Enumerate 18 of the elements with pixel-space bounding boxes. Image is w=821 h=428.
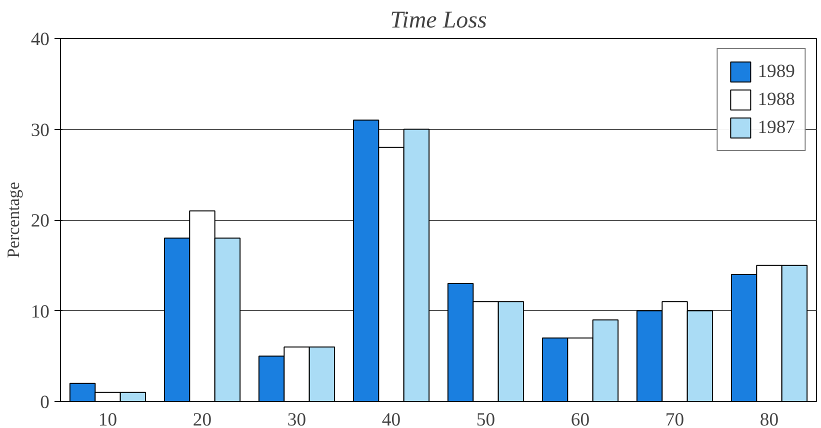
y-tick-label: 40 — [30, 29, 50, 50]
y-tick-label: 10 — [30, 301, 50, 322]
x-tick-label: 40 — [382, 410, 401, 428]
x-tick-label: 80 — [760, 410, 779, 428]
x-tick-label: 50 — [476, 410, 496, 428]
y-tick-label: 30 — [30, 120, 50, 141]
x-tick-label: 30 — [287, 410, 306, 428]
chart-title: Time Loss — [390, 8, 487, 34]
y-tick-label: 20 — [30, 210, 50, 232]
legend-label: 1989 — [758, 60, 795, 82]
legend-label: 1987 — [758, 116, 795, 138]
legend-label: 1988 — [758, 88, 795, 110]
x-tick-label: 10 — [98, 410, 118, 428]
x-tick-label: 20 — [192, 410, 212, 428]
x-tick-label: 70 — [665, 410, 684, 428]
y-tick-label: 0 — [40, 392, 50, 413]
x-tick-label: 60 — [570, 410, 590, 428]
y-axis-title: Percentage — [4, 182, 23, 258]
